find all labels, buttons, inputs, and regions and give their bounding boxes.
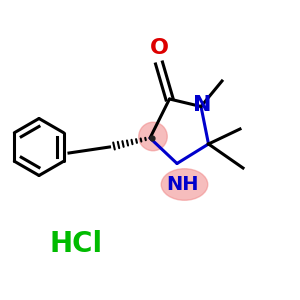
- Text: NH: NH: [167, 175, 199, 194]
- Text: N: N: [193, 95, 212, 115]
- Ellipse shape: [139, 122, 167, 151]
- Ellipse shape: [161, 169, 208, 200]
- Text: HCl: HCl: [50, 230, 103, 259]
- Text: O: O: [149, 38, 169, 58]
